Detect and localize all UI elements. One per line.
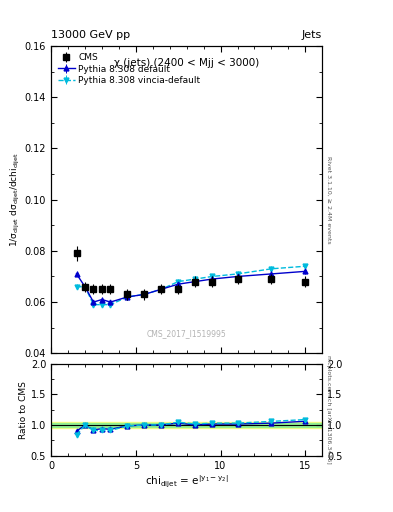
Text: Rivet 3.1.10, ≥ 2.4M events: Rivet 3.1.10, ≥ 2.4M events [326, 156, 331, 244]
Text: mcplots.cern.ch [arXiv:1306.3436]: mcplots.cern.ch [arXiv:1306.3436] [326, 355, 331, 464]
X-axis label: chi$_\mathregular{dijet}$ = e$^\mathregular{|y_1-y_2|}$: chi$_\mathregular{dijet}$ = e$^\mathregu… [145, 473, 229, 489]
Text: Jets: Jets [302, 30, 322, 40]
Text: χ (jets) (2400 < Mjj < 3000): χ (jets) (2400 < Mjj < 3000) [114, 58, 259, 69]
Y-axis label: 1/σ$_\mathregular{dijet}$ dσ$_\mathregular{dijet}$/dchi$_\mathregular{dijet}$: 1/σ$_\mathregular{dijet}$ dσ$_\mathregul… [9, 152, 22, 247]
Bar [51, 422, 322, 428]
Text: CMS_2017_I1519995: CMS_2017_I1519995 [147, 329, 226, 338]
Text: 13000 GeV pp: 13000 GeV pp [51, 30, 130, 40]
Bar [51, 423, 322, 427]
Y-axis label: Ratio to CMS: Ratio to CMS [19, 380, 28, 439]
Legend: CMS, Pythia 8.308 default, Pythia 8.308 vincia-default: CMS, Pythia 8.308 default, Pythia 8.308 … [55, 51, 203, 88]
